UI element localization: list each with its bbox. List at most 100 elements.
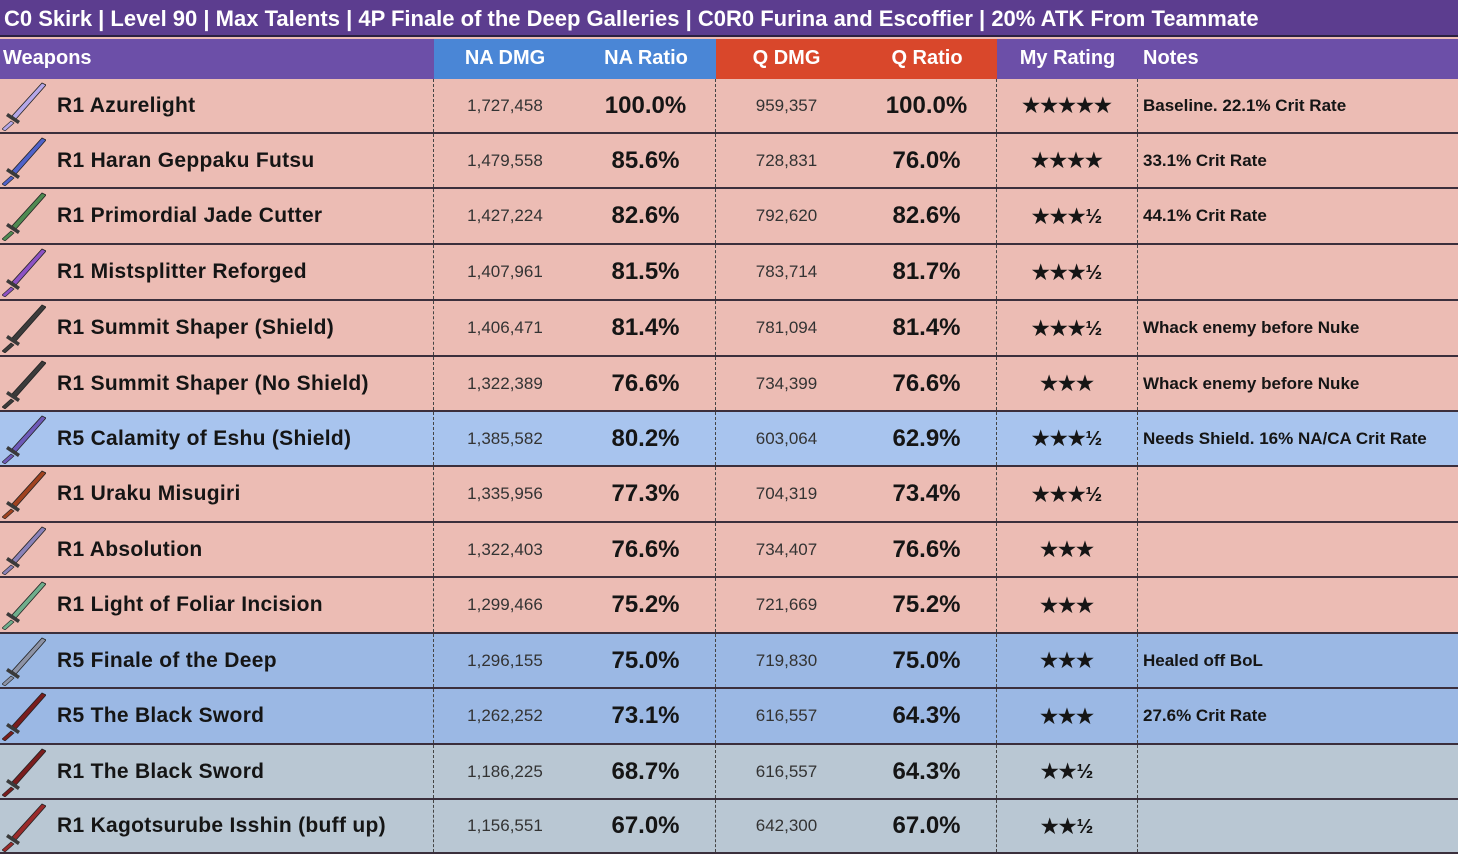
notes-cell: Needs Shield. 16% NA/CA Crit Rate (1143, 428, 1427, 448)
q-dmg-cell: 616,557 (755, 706, 818, 725)
notes-cell: Baseline. 22.1% Crit Rate (1143, 95, 1347, 115)
q-dmg-cell: 616,557 (755, 761, 818, 781)
header-q-dmg: Q DMG (716, 39, 857, 79)
q-dmg-cell: 734,399 (755, 373, 818, 393)
notes-cell (1138, 800, 1458, 852)
na-dmg-cell: 1,427,224 (467, 206, 543, 225)
weapon-name: R1 Azurelight (0, 79, 434, 132)
weapon-name: R5 The Black Sword (0, 689, 434, 743)
sword-icon (2, 748, 46, 797)
na-ratio-cell: 82.6% (576, 189, 716, 243)
notes-cell (1138, 245, 1458, 299)
notes-cell (1138, 578, 1458, 632)
na-dmg-cell: 1,299,466 (467, 595, 543, 614)
table-header: Weapons NA DMG NA Ratio Q DMG Q Ratio My… (0, 39, 1458, 79)
q-dmg-cell: 781,094 (755, 318, 818, 337)
sword-icon (2, 692, 46, 741)
notes-cell (1138, 467, 1458, 521)
na-dmg-cell: 1,479,558 (467, 150, 543, 170)
na-dmg-cell: 1,727,458 (467, 95, 543, 115)
q-dmg-cell: 734,407 (755, 539, 818, 559)
header-my-rating: My Rating (997, 39, 1138, 79)
notes-cell (1138, 523, 1458, 576)
rating-cell: ★★★½ (997, 467, 1138, 521)
rating-cell: ★★★½ (997, 189, 1138, 243)
rating-cell: ★★★ (997, 357, 1138, 410)
table-row: R1 Azurelight 1,727,458 100.0% 959,357 100.0… (0, 79, 1458, 134)
header-weapons: Weapons (0, 39, 434, 79)
na-ratio-cell: 75.2% (576, 578, 716, 632)
na-dmg-cell: 1,262,252 (467, 706, 543, 725)
na-dmg-cell: 1,322,403 (467, 539, 543, 559)
q-ratio-cell: 82.6% (857, 189, 997, 243)
q-ratio-cell: 73.4% (857, 467, 997, 521)
table-row: R1 Kagotsurube Isshin (buff up) 1,156,551… (0, 800, 1458, 854)
na-ratio-cell: 80.2% (576, 412, 716, 465)
q-ratio-cell: 100.0% (857, 79, 997, 132)
na-ratio-cell: 77.3% (576, 467, 716, 521)
weapon-name: R1 Haran Geppaku Futsu (0, 134, 434, 187)
sword-icon (2, 470, 46, 519)
q-ratio-cell: 81.7% (857, 245, 997, 299)
q-ratio-cell: 76.6% (857, 357, 997, 410)
q-dmg-cell: 728,831 (755, 150, 818, 170)
weapon-name: R1 Uraku Misugiri (0, 467, 434, 521)
table-row: R1 The Black Sword 1,186,225 68.7% 616,557 6… (0, 745, 1458, 800)
table-row: R1 Light of Foliar Incision 1,299,466 75.2… (0, 578, 1458, 634)
rating-cell: ★★★ (997, 578, 1138, 632)
na-ratio-cell: 81.5% (576, 245, 716, 299)
q-dmg-cell: 792,620 (755, 206, 818, 225)
notes-cell (1138, 745, 1458, 798)
rating-cell: ★★★ (997, 523, 1138, 576)
notes-cell: 44.1% Crit Rate (1143, 206, 1267, 225)
q-ratio-cell: 64.3% (857, 745, 997, 798)
q-ratio-cell: 64.3% (857, 689, 997, 743)
q-ratio-cell: 81.4% (857, 301, 997, 355)
q-dmg-cell: 959,357 (755, 95, 818, 115)
q-dmg-cell: 704,319 (755, 484, 818, 503)
table-row: R1 Haran Geppaku Futsu 1,479,558 85.6% 728,… (0, 134, 1458, 189)
sword-icon (2, 82, 46, 131)
sword-icon (2, 248, 46, 297)
q-dmg-cell: 603,064 (755, 428, 818, 448)
notes-cell: 27.6% Crit Rate (1143, 706, 1267, 725)
table-row: R5 The Black Sword 1,262,252 73.1% 616,557 6… (0, 689, 1458, 745)
table-row: R1 Uraku Misugiri 1,335,956 77.3% 704,319 73… (0, 467, 1458, 523)
rating-cell: ★★½ (997, 745, 1138, 798)
q-ratio-cell: 62.9% (857, 412, 997, 465)
na-ratio-cell: 100.0% (576, 79, 716, 132)
na-dmg-cell: 1,322,389 (467, 373, 543, 393)
notes-cell: Healed off BoL (1143, 650, 1263, 670)
sword-icon (2, 137, 46, 186)
q-dmg-cell: 783,714 (755, 262, 818, 281)
na-dmg-cell: 1,186,225 (467, 761, 543, 781)
table-row: R1 Summit Shaper (Shield) 1,406,471 81.4% 7… (0, 301, 1458, 357)
sword-icon (2, 803, 46, 852)
rating-cell: ★★★★★ (997, 79, 1138, 132)
header-na-ratio: NA Ratio (576, 39, 716, 79)
sword-icon (2, 192, 46, 241)
table-row: R5 Finale of the Deep 1,296,155 75.0% 719,8… (0, 634, 1458, 689)
na-dmg-cell: 1,407,961 (467, 262, 543, 281)
na-dmg-cell: 1,335,956 (467, 484, 543, 503)
na-dmg-cell: 1,156,551 (467, 816, 543, 835)
table-row: R1 Absolution 1,322,403 76.6% 734,407 76.6% ★… (0, 523, 1458, 578)
sword-icon (2, 415, 46, 464)
rating-cell: ★★★½ (997, 301, 1138, 355)
rating-cell: ★★★½ (997, 412, 1138, 465)
na-ratio-cell: 67.0% (576, 800, 716, 852)
na-ratio-cell: 81.4% (576, 301, 716, 355)
weapon-name: R1 Absolution (0, 523, 434, 576)
rating-cell: ★★★★ (997, 134, 1138, 187)
weapon-name: R5 Finale of the Deep (0, 634, 434, 687)
sword-icon (2, 360, 46, 409)
q-dmg-cell: 721,669 (755, 595, 818, 614)
weapon-name: R1 Kagotsurube Isshin (buff up) (0, 800, 434, 852)
sword-icon (2, 526, 46, 575)
table-row: R1 Primordial Jade Cutter 1,427,224 82.6% 7… (0, 189, 1458, 245)
weapon-name: R1 Light of Foliar Incision (0, 578, 434, 632)
weapon-name: R1 Summit Shaper (No Shield) (0, 357, 434, 410)
q-ratio-cell: 67.0% (857, 800, 997, 852)
page-title: C0 Skirk | Level 90 | Max Talents | 4P F… (0, 0, 1458, 37)
sword-icon (2, 637, 46, 686)
